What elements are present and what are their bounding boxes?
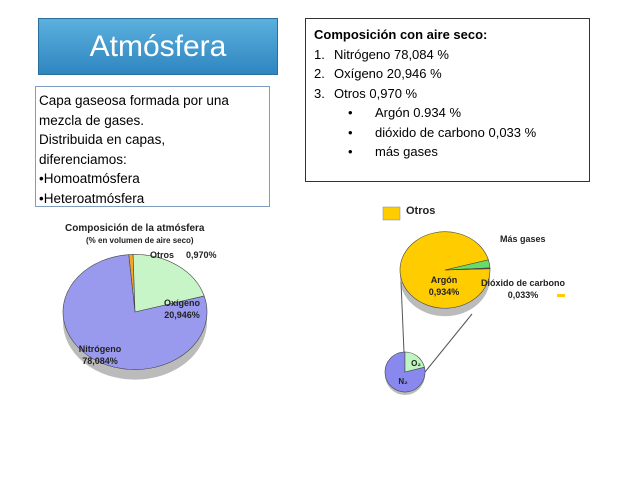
item: 2. Oxígeno 20,946 % (314, 64, 581, 84)
chart-title: Composición de la atmósfera (65, 223, 205, 234)
item: 3. Otros 0,970 % (314, 84, 581, 104)
slice-label: Oxígeno (164, 298, 201, 308)
text: dióxido de carbono 0,033 % (375, 124, 537, 140)
text: Otros 0,970 % (334, 85, 418, 101)
chart-subtitle: (% en volumen de aire seco) (86, 236, 194, 245)
line: •Heteroatmósfera (39, 189, 266, 209)
slice-label: Argón (431, 275, 458, 285)
text: mezcla de gases. (39, 112, 145, 128)
value-label: 20,946% (164, 310, 200, 320)
marker: 3. (314, 85, 325, 101)
text: Oxígeno 20,946 % (334, 66, 442, 81)
text: Argón 0.934 % (375, 105, 462, 120)
slice-label: Más gases (500, 234, 546, 244)
line: diferenciamos: (39, 150, 266, 170)
line: Capa gaseosa formada por una (39, 91, 266, 111)
pie-slice (132, 254, 205, 313)
slice-label: Otros (150, 250, 174, 260)
slice-label: N₂ (398, 377, 408, 386)
composition-box: Composición con aire seco: 1. Nitrógeno 7… (305, 18, 590, 182)
value-label: 0,970% (186, 250, 217, 260)
subitem: más gases (314, 142, 581, 162)
dash (557, 294, 565, 297)
line: •Homoatmósfera (39, 169, 266, 189)
text: •Heteroatmósfera (39, 190, 145, 206)
text: Capa gaseosa formada por una (39, 93, 229, 108)
pie-slice (404, 351, 425, 373)
pie-slice (444, 267, 491, 271)
value-label: 0,033% (508, 290, 539, 300)
heading: Composición con aire seco: (314, 27, 488, 42)
connector (400, 281, 405, 353)
slice-label: Nitrógeno (79, 344, 122, 354)
text: diferenciamos: (39, 151, 127, 167)
subitem: dióxido de carbono 0,033 % (314, 123, 581, 143)
connector (424, 313, 473, 373)
marker: 2. (314, 66, 325, 81)
description: Capa gaseosa formada por una mezcla de ga… (35, 86, 270, 207)
pie-slice (62, 254, 208, 370)
line: Distribuida en capas, (39, 130, 266, 150)
chart-title: Otros (406, 205, 435, 217)
value-label: 0,934% (429, 287, 460, 297)
value-label: 78,084% (82, 356, 118, 366)
text: Distribuida en capas, (39, 132, 166, 147)
line: mezcla de gases. (39, 111, 266, 131)
legend-swatch (382, 206, 401, 221)
marker: 1. (314, 46, 325, 62)
item: 1. Nitrógeno 78,084 % (314, 45, 581, 65)
text: •Homoatmósfera (39, 171, 140, 186)
title: Atmósfera (38, 18, 278, 75)
slice-label: Dióxido de carbono (481, 278, 566, 288)
text: Nitrógeno 78,084 % (334, 46, 449, 62)
text: más gases (375, 144, 438, 159)
slice-label: O₂ (411, 359, 421, 368)
subitem: Argón 0.934 % (314, 103, 581, 123)
